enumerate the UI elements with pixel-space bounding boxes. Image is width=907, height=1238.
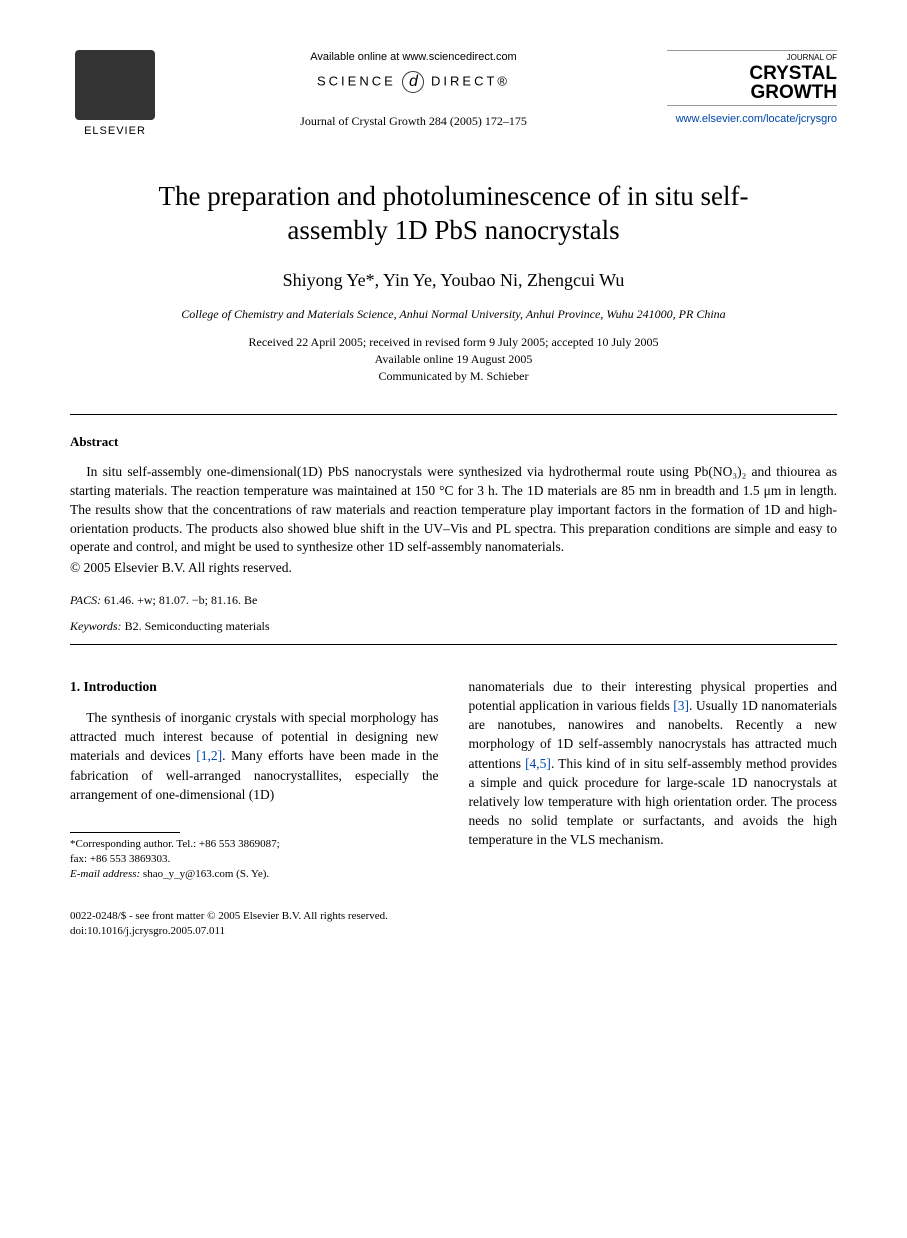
journal-reference: Journal of Crystal Growth 284 (2005) 172…	[180, 113, 647, 129]
received-date: Received 22 April 2005; received in revi…	[70, 334, 837, 351]
column-right: nanomaterials due to their interesting p…	[469, 677, 838, 881]
ref-link-4-5[interactable]: [4,5]	[525, 756, 551, 771]
intro-paragraph-right: nanomaterials due to their interesting p…	[469, 677, 838, 849]
doi-line: doi:10.1016/j.jcrysgro.2005.07.011	[70, 924, 837, 939]
email-address: shao_y_y@163.com (S. Ye).	[140, 868, 269, 880]
elsevier-logo: ELSEVIER	[70, 50, 160, 145]
page-footer: 0022-0248/$ - see front matter © 2005 El…	[70, 909, 837, 939]
pacs-line: PACS: 61.46. +w; 81.07. −b; 81.16. Be	[70, 592, 837, 608]
rule-bottom	[70, 644, 837, 645]
available-online-text: Available online at www.sciencedirect.co…	[180, 50, 647, 65]
ref-link-3[interactable]: [3]	[673, 698, 689, 713]
email-label: E-mail address:	[70, 868, 140, 880]
pacs-value: 61.46. +w; 81.07. −b; 81.16. Be	[101, 593, 257, 607]
jcg-line1: CRYSTAL	[749, 63, 837, 84]
elsevier-label: ELSEVIER	[84, 124, 146, 139]
fax-line: fax: +86 553 3869303.	[70, 852, 439, 867]
elsevier-tree-icon	[75, 50, 155, 120]
email-line: E-mail address: shao_y_y@163.com (S. Ye)…	[70, 867, 439, 882]
column-left: 1. Introduction The synthesis of inorgan…	[70, 677, 439, 881]
ref-link-1-2[interactable]: [1,2]	[196, 748, 222, 763]
affiliation: College of Chemistry and Materials Scien…	[70, 306, 837, 322]
header-center: Available online at www.sciencedirect.co…	[160, 50, 667, 129]
intro-paragraph-left: The synthesis of inorganic crystals with…	[70, 708, 439, 804]
journal-logo-block: JOURNAL OF CRYSTAL GROWTH www.elsevier.c…	[667, 50, 837, 127]
journal-title: CRYSTAL GROWTH	[667, 64, 837, 106]
rule-top	[70, 414, 837, 415]
abstract-text: In situ self-assembly one-dimensional(1D…	[70, 463, 837, 557]
available-date: Available online 19 August 2005	[70, 351, 837, 368]
journal-url-link[interactable]: www.elsevier.com/locate/jcrysgro	[667, 112, 837, 127]
body-columns: 1. Introduction The synthesis of inorgan…	[70, 677, 837, 881]
journal-of-label: JOURNAL OF	[667, 50, 837, 64]
header-row: ELSEVIER Available online at www.science…	[70, 50, 837, 145]
keywords-value: B2. Semiconducting materials	[122, 619, 270, 633]
corresponding-author: *Corresponding author. Tel.: +86 553 386…	[70, 837, 439, 852]
abstract-heading: Abstract	[70, 433, 837, 451]
keywords-line: Keywords: B2. Semiconducting materials	[70, 618, 837, 634]
section-1-heading: 1. Introduction	[70, 677, 439, 696]
science-text: SCIENCE	[317, 73, 396, 88]
copyright-line: © 2005 Elsevier B.V. All rights reserved…	[70, 559, 837, 577]
footnote-block: *Corresponding author. Tel.: +86 553 386…	[70, 837, 439, 882]
authors-list: Shiyong Ye*, Yin Ye, Youbao Ni, Zhengcui…	[70, 268, 837, 292]
sd-d-icon: d	[402, 71, 424, 93]
keywords-label: Keywords:	[70, 619, 122, 633]
direct-text: DIRECT®	[431, 73, 510, 88]
publication-dates: Received 22 April 2005; received in revi…	[70, 334, 837, 384]
pacs-label: PACS:	[70, 593, 101, 607]
sciencedirect-logo: SCIENCE d DIRECT®	[180, 71, 647, 93]
article-title: The preparation and photoluminescence of…	[110, 180, 797, 248]
jcg-line2: GROWTH	[750, 82, 837, 103]
footnote-separator	[70, 832, 180, 833]
communicated-by: Communicated by M. Schieber	[70, 368, 837, 385]
front-matter-line: 0022-0248/$ - see front matter © 2005 El…	[70, 909, 837, 924]
